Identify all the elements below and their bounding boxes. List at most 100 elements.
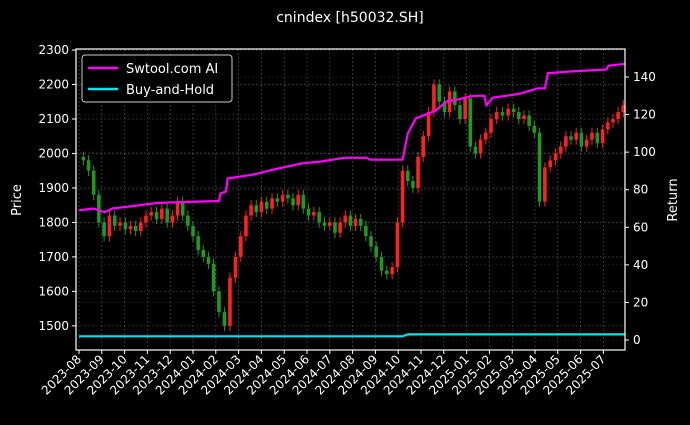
candle-body — [369, 236, 373, 247]
candle-body — [458, 105, 462, 119]
y-tick-label-right: 0 — [633, 333, 641, 347]
candle-body — [123, 222, 128, 230]
candle-body — [160, 208, 164, 219]
y-tick-label-left: 2300 — [38, 43, 69, 57]
candle-body — [233, 256, 238, 278]
candle-body — [353, 218, 358, 226]
y-tick-label-left: 1900 — [38, 181, 69, 195]
candle-body — [569, 136, 573, 140]
candle-body — [275, 198, 280, 202]
candle-body — [254, 205, 259, 213]
candle-body — [390, 267, 394, 275]
y-tick-label-right: 80 — [633, 183, 648, 197]
candle-body — [522, 115, 526, 119]
plot-frame — [75, 48, 626, 351]
candle-body — [270, 198, 274, 209]
candle-body — [463, 98, 467, 119]
legend: Swtool.com AI Buy-and-Hold — [81, 54, 233, 103]
candle-body — [264, 201, 269, 209]
candle-body — [379, 256, 384, 271]
candle-body — [590, 132, 594, 140]
candle-body — [574, 132, 578, 140]
candle-body — [621, 105, 626, 113]
candle-body — [296, 194, 300, 206]
y-tick-label-right: 120 — [633, 108, 656, 122]
candle-body — [606, 122, 610, 130]
candle-body — [86, 160, 91, 171]
candle-body — [338, 222, 342, 233]
candle-body — [91, 170, 96, 195]
candle-body — [154, 212, 159, 219]
candle-body — [600, 129, 605, 144]
axes: 1500 1600 1700 1800 1900 2000 2100 2200 2300 0 20 4… — [38, 43, 655, 398]
candle-body — [291, 198, 295, 206]
candle-body — [500, 112, 505, 116]
candle-body — [186, 215, 190, 226]
candle-body — [437, 84, 442, 102]
candle-body — [217, 291, 221, 313]
lines — [78, 62, 626, 338]
candle-body — [191, 225, 195, 237]
candle-body — [312, 212, 316, 216]
candle-body — [249, 205, 253, 216]
candle-body — [489, 118, 493, 133]
candle-body — [333, 222, 337, 233]
candle-body — [317, 212, 321, 223]
candle-body — [107, 215, 112, 237]
candle-body — [286, 194, 290, 199]
candle-body — [432, 84, 436, 113]
candle-body — [222, 312, 227, 326]
grid — [76, 49, 625, 350]
y-tick-label-left: 1700 — [38, 250, 69, 264]
y-tick-label-right: 20 — [633, 295, 648, 309]
legend-box — [81, 54, 233, 103]
candle-body — [548, 160, 552, 168]
candle-body — [170, 215, 175, 223]
candle-body — [175, 201, 180, 216]
series-line-strategy — [78, 62, 626, 214]
candle-body — [144, 215, 148, 223]
legend-label-strategy: Swtool.com AI — [126, 62, 218, 77]
candle-body — [506, 108, 510, 116]
candle-body — [118, 222, 122, 226]
candle-body — [543, 167, 547, 202]
candle-body — [426, 112, 431, 137]
candle-body — [81, 156, 86, 161]
candle-body — [511, 108, 516, 113]
candle-body — [244, 215, 248, 237]
candle-body — [494, 112, 499, 119]
candle-body — [468, 98, 473, 147]
candle-body — [400, 170, 405, 223]
candle-body — [611, 118, 615, 123]
y-tick-label-left: 2100 — [38, 112, 69, 126]
candle-body — [128, 225, 133, 230]
candle-body — [343, 215, 348, 223]
candle-body — [180, 201, 185, 216]
candle-body — [133, 225, 138, 232]
y-tick-label-left: 1800 — [38, 215, 69, 229]
candle-body — [358, 218, 363, 226]
candle-body — [579, 132, 584, 147]
candle-body — [385, 270, 389, 275]
candle-body — [301, 194, 306, 209]
y-tick-label-right: 40 — [633, 258, 648, 272]
y-tick-label-left: 1600 — [38, 284, 69, 298]
candle-body — [149, 212, 153, 216]
candle-body — [453, 91, 457, 106]
candle-body — [306, 208, 311, 216]
y-axis-label-left: Price — [10, 184, 25, 216]
y-tick-label-left: 1500 — [38, 319, 69, 333]
candle-body — [483, 132, 488, 140]
candle-body — [322, 222, 327, 226]
candle-body — [564, 136, 568, 147]
chart-title: cnindex [h50032.SH] — [276, 10, 424, 26]
candle-body — [395, 222, 400, 268]
candle-body — [595, 132, 600, 144]
series-line-buy-hold — [79, 333, 626, 338]
candle-body — [553, 153, 558, 161]
candle-body — [411, 181, 415, 188]
y-tick-label-left: 2000 — [38, 146, 69, 160]
candle-body — [537, 132, 542, 202]
candle-body — [196, 236, 200, 251]
